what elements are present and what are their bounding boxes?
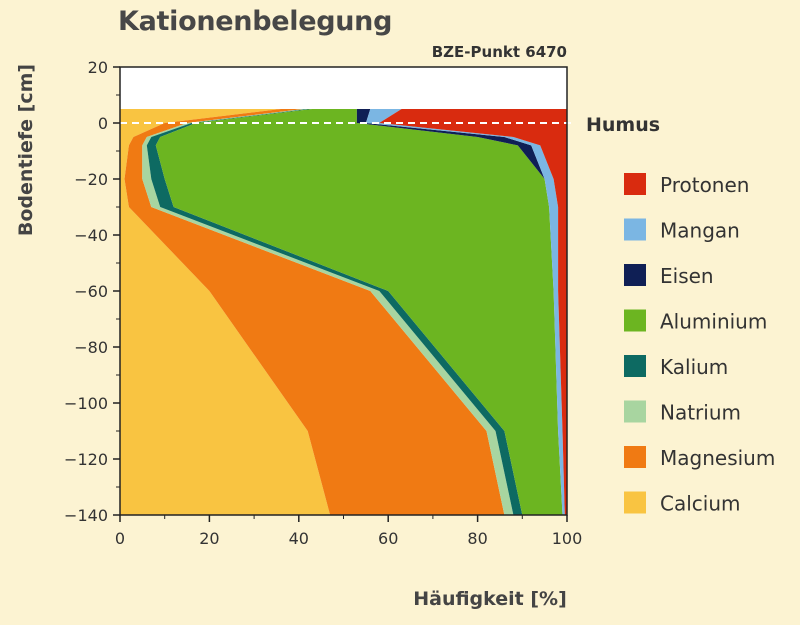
x-tick-label: 0 (115, 529, 125, 548)
x-tick-label: 20 (199, 529, 219, 548)
legend-swatch-mangan (624, 218, 646, 241)
legend-label-calcium: Calcium (660, 492, 741, 516)
chart-subtitle: BZE-Punkt 6470 (432, 43, 567, 61)
area-aluminium (155, 109, 563, 515)
legend-swatch-protonen (624, 173, 646, 195)
y-axis: 20 0 −20 −40 −60 −80 −100 −120 −140 (64, 58, 120, 525)
legend-label-mangan: Mangan (660, 219, 740, 243)
x-axis: 0 20 40 60 80 100 (115, 515, 582, 548)
legend: Protonen Mangan Eisen Aluminium Kalium Natriu… (624, 173, 775, 516)
area-protonen (379, 109, 567, 515)
chart-title: Kationenbelegung (118, 6, 393, 37)
y-tick-label: −100 (64, 394, 108, 413)
y-tick-label: −20 (74, 170, 108, 189)
legend-swatch-natrium (624, 400, 646, 423)
legend-label-magnesium: Magnesium (660, 446, 775, 470)
y-tick-label: −40 (74, 226, 108, 245)
x-tick-label: 80 (467, 529, 487, 548)
legend-label-protonen: Protonen (660, 173, 749, 197)
x-axis-title: Häufigkeit [%] (413, 588, 567, 610)
legend-swatch-calcium (624, 491, 646, 514)
area-magnesium (124, 109, 505, 515)
legend-swatch-aluminium (624, 309, 646, 332)
x-tick-label: 60 (378, 529, 398, 548)
area-layers (120, 109, 567, 515)
y-tick-label: −140 (64, 506, 108, 525)
y-tick-label: 20 (88, 58, 108, 77)
legend-swatch-magnesium (624, 446, 646, 468)
legend-label-aluminium: Aluminium (660, 310, 767, 334)
legend-swatch-eisen (624, 264, 646, 286)
humus-label: Humus (586, 114, 660, 136)
x-tick-label: 40 (289, 529, 309, 548)
y-axis-title: Bodentiefe [cm] (15, 64, 37, 236)
x-tick-label: 100 (552, 529, 583, 548)
area-calcium (120, 109, 331, 515)
y-tick-label: −120 (64, 450, 108, 469)
legend-label-natrium: Natrium (660, 401, 741, 425)
y-tick-label: 0 (98, 114, 108, 133)
legend-label-eisen: Eisen (660, 264, 714, 288)
y-tick-label: −80 (74, 338, 108, 357)
legend-label-kalium: Kalium (660, 355, 728, 379)
legend-swatch-kalium (624, 355, 646, 377)
y-tick-label: −60 (74, 282, 108, 301)
